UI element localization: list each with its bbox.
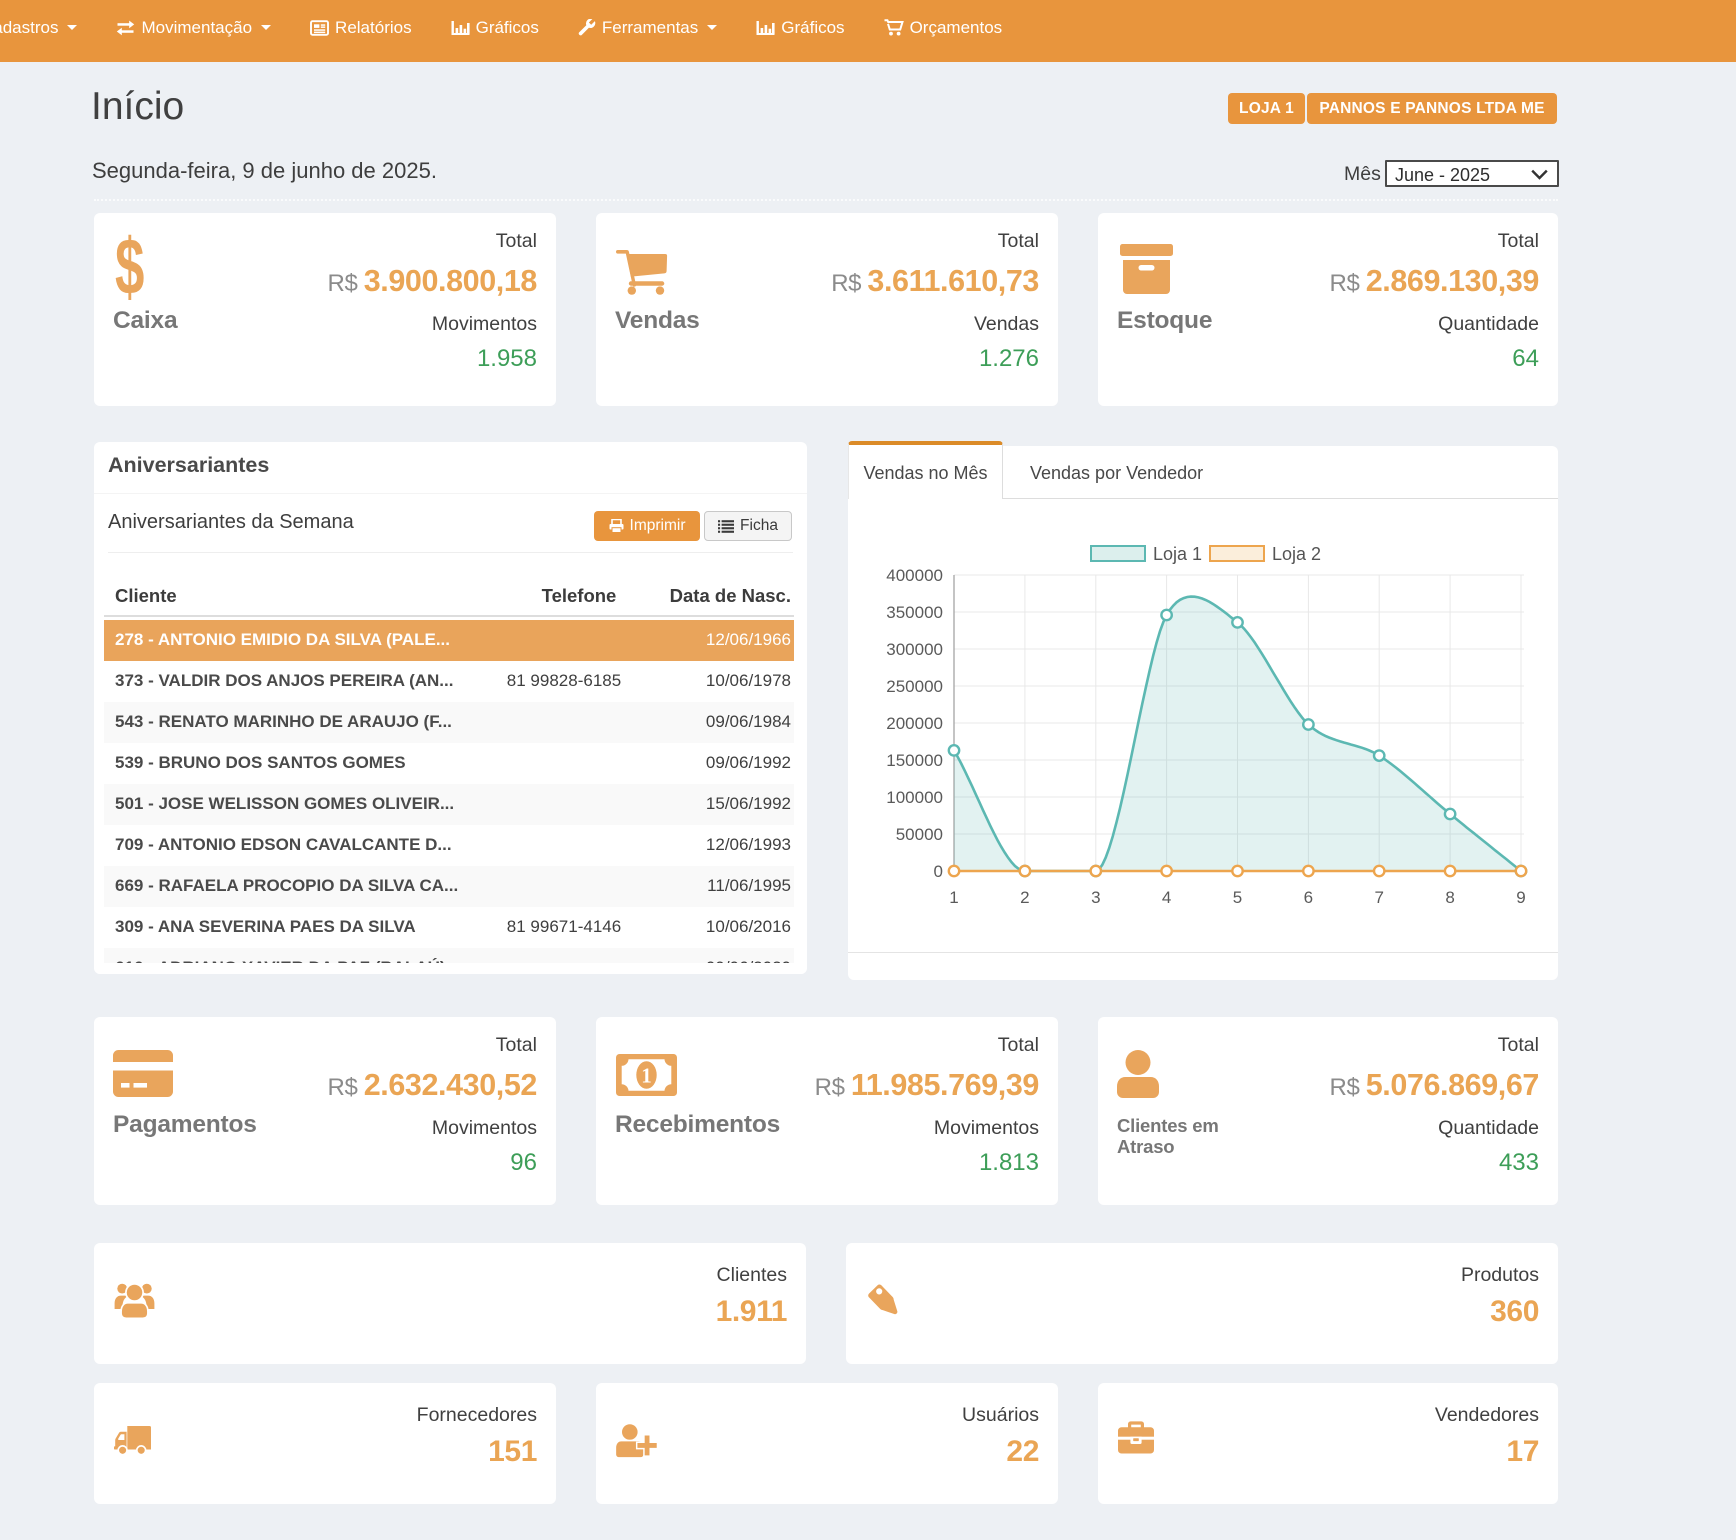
svg-text:3: 3 — [1091, 888, 1100, 907]
svg-text:100000: 100000 — [886, 788, 943, 807]
svg-text:Loja 1: Loja 1 — [1153, 544, 1202, 564]
svg-text:250000: 250000 — [886, 677, 943, 696]
svg-text:300000: 300000 — [886, 640, 943, 659]
svg-text:0: 0 — [934, 862, 943, 881]
svg-text:400000: 400000 — [886, 566, 943, 585]
svg-text:150000: 150000 — [886, 751, 943, 770]
svg-text:1: 1 — [949, 888, 958, 907]
svg-text:6: 6 — [1304, 888, 1313, 907]
svg-text:200000: 200000 — [886, 714, 943, 733]
svg-text:1: 1 — [641, 1064, 652, 1088]
svg-text:9: 9 — [1516, 888, 1525, 907]
svg-text:4: 4 — [1162, 888, 1171, 907]
svg-text:7: 7 — [1374, 888, 1383, 907]
svg-text:350000: 350000 — [886, 603, 943, 622]
svg-text:8: 8 — [1445, 888, 1454, 907]
svg-text:Loja 2: Loja 2 — [1272, 544, 1321, 564]
svg-text:2: 2 — [1020, 888, 1029, 907]
svg-text:50000: 50000 — [896, 825, 943, 844]
svg-text:5: 5 — [1233, 888, 1242, 907]
